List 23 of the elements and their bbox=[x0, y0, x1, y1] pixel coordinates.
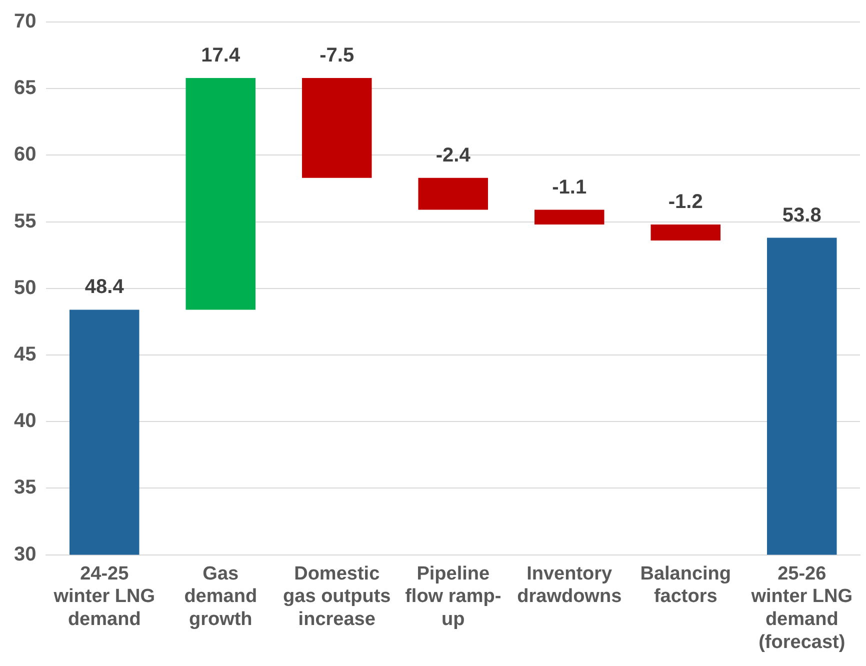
y-tick-label: 50 bbox=[14, 276, 36, 299]
y-tick-label: 40 bbox=[14, 410, 36, 432]
x-tick-label: Domestic gas outputs increase bbox=[283, 563, 391, 630]
data-label: 17.4 bbox=[201, 44, 241, 66]
y-tick-label: 65 bbox=[14, 77, 36, 100]
data-label: -1.1 bbox=[552, 176, 587, 198]
data-label: 48.4 bbox=[84, 276, 125, 298]
data-label: -2.4 bbox=[436, 144, 472, 166]
data-label: 53.8 bbox=[782, 204, 822, 226]
x-tick-label: 24-25 winter LNG demand bbox=[52, 563, 156, 630]
y-tick-label: 45 bbox=[14, 344, 36, 366]
y-tick-label: 55 bbox=[14, 210, 36, 232]
y-tick-label: 35 bbox=[14, 476, 36, 499]
data-label: -1.2 bbox=[668, 190, 703, 213]
data-label: -7.5 bbox=[320, 44, 354, 66]
x-tick-label: Inventory drawdowns bbox=[517, 563, 622, 608]
y-tick-label: 30 bbox=[14, 543, 36, 566]
y-tick-label: 60 bbox=[14, 144, 36, 166]
x-tick-label: Pipeline flow ramp- up bbox=[405, 563, 502, 630]
x-tick-label: 25-26 winter LNG demand (forecast) bbox=[750, 563, 853, 653]
y-tick-label: 70 bbox=[14, 10, 36, 33]
x-tick-label: Balancing factors bbox=[640, 563, 732, 608]
x-tick-label: Gas demand growth bbox=[184, 563, 258, 630]
